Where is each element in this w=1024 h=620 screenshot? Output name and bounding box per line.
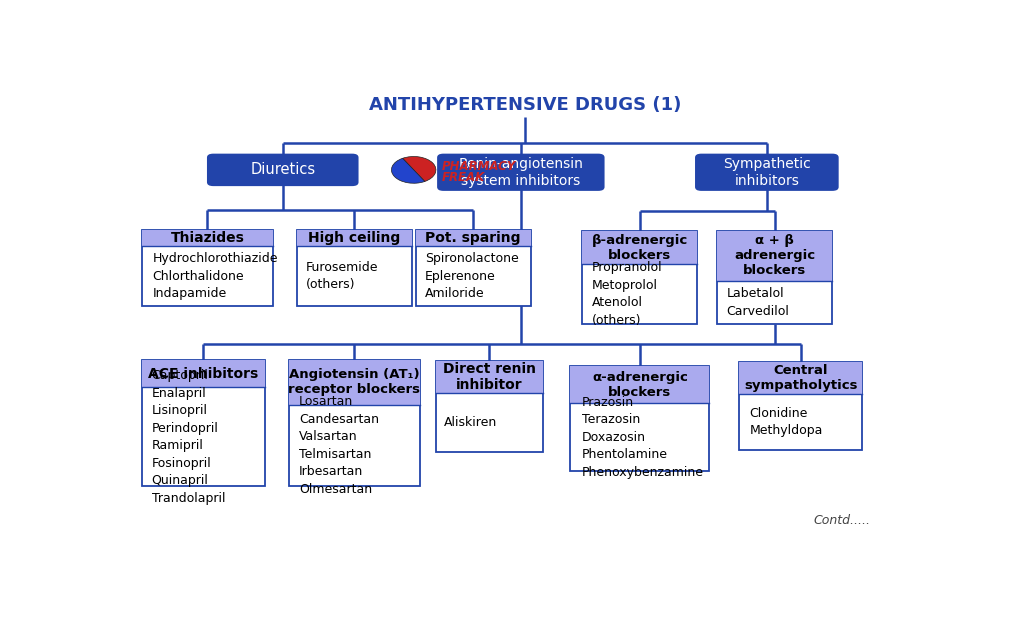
- Text: Angiotensin (AT₁)
receptor blockers: Angiotensin (AT₁) receptor blockers: [288, 368, 420, 396]
- Text: Renin-angiotensin
system inhibitors: Renin-angiotensin system inhibitors: [459, 157, 584, 188]
- Text: ANTIHYPERTENSIVE DRUGS (1): ANTIHYPERTENSIVE DRUGS (1): [369, 97, 681, 115]
- Bar: [739, 362, 862, 450]
- Bar: [717, 231, 833, 324]
- Text: Prazosin
Terazosin
Doxazosin
Phentolamine
Phenoxybenzamine: Prazosin Terazosin Doxazosin Phentolamin…: [582, 396, 703, 479]
- Text: Furosemide
(others): Furosemide (others): [306, 261, 378, 291]
- Text: Clonidine
Methyldopa: Clonidine Methyldopa: [750, 407, 822, 437]
- FancyBboxPatch shape: [695, 154, 839, 191]
- Text: Hydrochlorothiazide
Chlorthalidone
Indapamide: Hydrochlorothiazide Chlorthalidone Indap…: [153, 252, 278, 300]
- Bar: [435, 361, 543, 451]
- Bar: [435, 361, 543, 394]
- Bar: [717, 231, 833, 281]
- Text: Pot. sparing: Pot. sparing: [425, 231, 521, 245]
- Text: Diuretics: Diuretics: [250, 162, 315, 177]
- Bar: [583, 231, 697, 264]
- Bar: [416, 229, 530, 306]
- Text: Direct renin
inhibitor: Direct renin inhibitor: [442, 362, 536, 392]
- FancyBboxPatch shape: [207, 154, 358, 186]
- Text: Captopril
Enalapril
Lisinopril
Perindopril
Ramipril
Fosinopril
Quinapril
Trandol: Captopril Enalapril Lisinopril Perindopr…: [152, 369, 225, 505]
- FancyBboxPatch shape: [437, 154, 604, 191]
- Text: Central
sympatholytics: Central sympatholytics: [744, 364, 858, 392]
- Text: High ceiling: High ceiling: [308, 231, 400, 245]
- Wedge shape: [402, 156, 436, 182]
- Bar: [583, 231, 697, 324]
- Text: α-adrenergic
blockers: α-adrenergic blockers: [592, 371, 688, 399]
- Text: Losartan
Candesartan
Valsartan
Telmisartan
Irbesartan
Olmesartan: Losartan Candesartan Valsartan Telmisart…: [299, 396, 379, 496]
- Bar: [142, 229, 272, 306]
- Bar: [570, 366, 710, 471]
- Text: Aliskiren: Aliskiren: [444, 416, 498, 429]
- Bar: [739, 362, 862, 394]
- Text: Labetalol
Carvedilol: Labetalol Carvedilol: [726, 287, 790, 317]
- Text: Propranolol
Metoprolol
Atenolol
(others): Propranolol Metoprolol Atenolol (others): [592, 261, 663, 327]
- Text: Sympathetic
inhibitors: Sympathetic inhibitors: [723, 157, 811, 188]
- Bar: [416, 229, 530, 246]
- Bar: [142, 360, 265, 486]
- Text: ACE inhibitors: ACE inhibitors: [148, 366, 258, 381]
- Bar: [142, 360, 265, 388]
- Text: FREAK: FREAK: [441, 172, 484, 185]
- Text: Contd.....: Contd.....: [814, 514, 870, 527]
- Text: Thiazides: Thiazides: [170, 231, 245, 245]
- Bar: [297, 229, 412, 246]
- Text: PHARMACY: PHARMACY: [441, 160, 516, 173]
- Bar: [570, 366, 710, 404]
- Bar: [142, 229, 272, 246]
- Text: β-adrenergic
blockers: β-adrenergic blockers: [592, 234, 688, 262]
- Bar: [289, 360, 420, 486]
- Bar: [297, 229, 412, 306]
- Text: α + β
adrenergic
blockers: α + β adrenergic blockers: [734, 234, 815, 277]
- Bar: [289, 360, 420, 405]
- Wedge shape: [391, 158, 425, 184]
- Text: Spironolactone
Eplerenone
Amiloride: Spironolactone Eplerenone Amiloride: [425, 252, 518, 300]
